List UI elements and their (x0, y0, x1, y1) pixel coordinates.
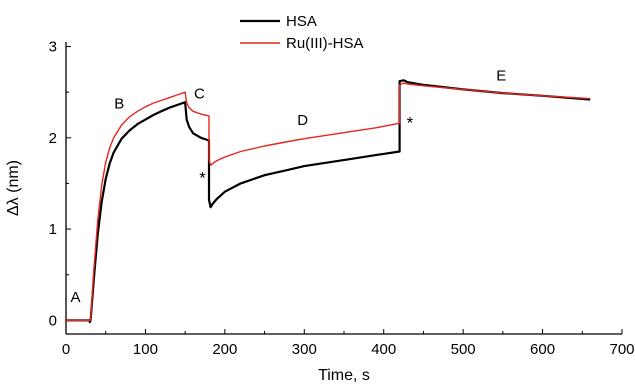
x-tick-label: 600 (530, 341, 555, 358)
x-tick-label: 400 (371, 341, 396, 358)
legend-label-hsa: HSA (286, 13, 317, 30)
y-tick-label: 2 (49, 130, 57, 147)
annotation-label-c: C (194, 86, 205, 103)
x-axis-ticks: 0 100 200 300 400 500 600 700 (62, 329, 635, 358)
x-tick-label: 700 (609, 341, 634, 358)
annotation-label-b: B (114, 96, 124, 113)
y-tick-label: 3 (49, 39, 57, 56)
series-layer (66, 79, 591, 324)
x-tick-label: 0 (62, 341, 70, 358)
annotation-asterisk: * (407, 114, 414, 133)
x-axis-title: Time, s (318, 367, 370, 384)
annotation-asterisk: * (199, 168, 206, 187)
x-tick-label: 200 (212, 341, 237, 358)
y-axis-title: Δλ (nm) (5, 160, 22, 216)
legend: HSA Ru(III)-HSA (240, 13, 364, 52)
plot-area (65, 42, 622, 335)
y-axis-ticks: 0 1 2 3 (49, 39, 71, 329)
annotation-label-e: E (496, 67, 506, 84)
series-line-ru-hsa (66, 82, 591, 321)
x-tick-label: 500 (451, 341, 476, 358)
annotation-label-a: A (71, 289, 81, 306)
annotations: A B C * D * E (71, 67, 507, 306)
series-line-hsa (66, 79, 591, 324)
y-tick-label: 1 (49, 221, 57, 238)
x-tick-label: 300 (292, 341, 317, 358)
x-tick-label: 100 (133, 341, 158, 358)
annotation-label-d: D (297, 112, 308, 129)
y-tick-label: 0 (49, 312, 57, 329)
legend-label-ru-hsa: Ru(III)-HSA (286, 35, 364, 52)
